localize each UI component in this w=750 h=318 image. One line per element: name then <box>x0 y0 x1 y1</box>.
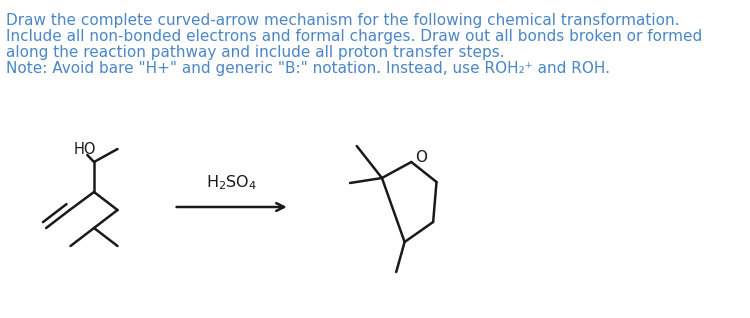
Text: Include all non-bonded electrons and formal charges. Draw out all bonds broken o: Include all non-bonded electrons and for… <box>6 29 702 44</box>
Text: Note: Avoid bare "H+" and generic "B:" notation. Instead, use ROH₂⁺ and ROH.: Note: Avoid bare "H+" and generic "B:" n… <box>6 61 610 76</box>
Text: O: O <box>416 149 428 164</box>
Text: along the reaction pathway and include all proton transfer steps.: along the reaction pathway and include a… <box>6 45 505 60</box>
Text: $\mathregular{H_2SO_4}$: $\mathregular{H_2SO_4}$ <box>206 173 257 192</box>
Text: Draw the complete curved-arrow mechanism for the following chemical transformati: Draw the complete curved-arrow mechanism… <box>6 13 680 28</box>
Text: HO: HO <box>74 142 96 157</box>
